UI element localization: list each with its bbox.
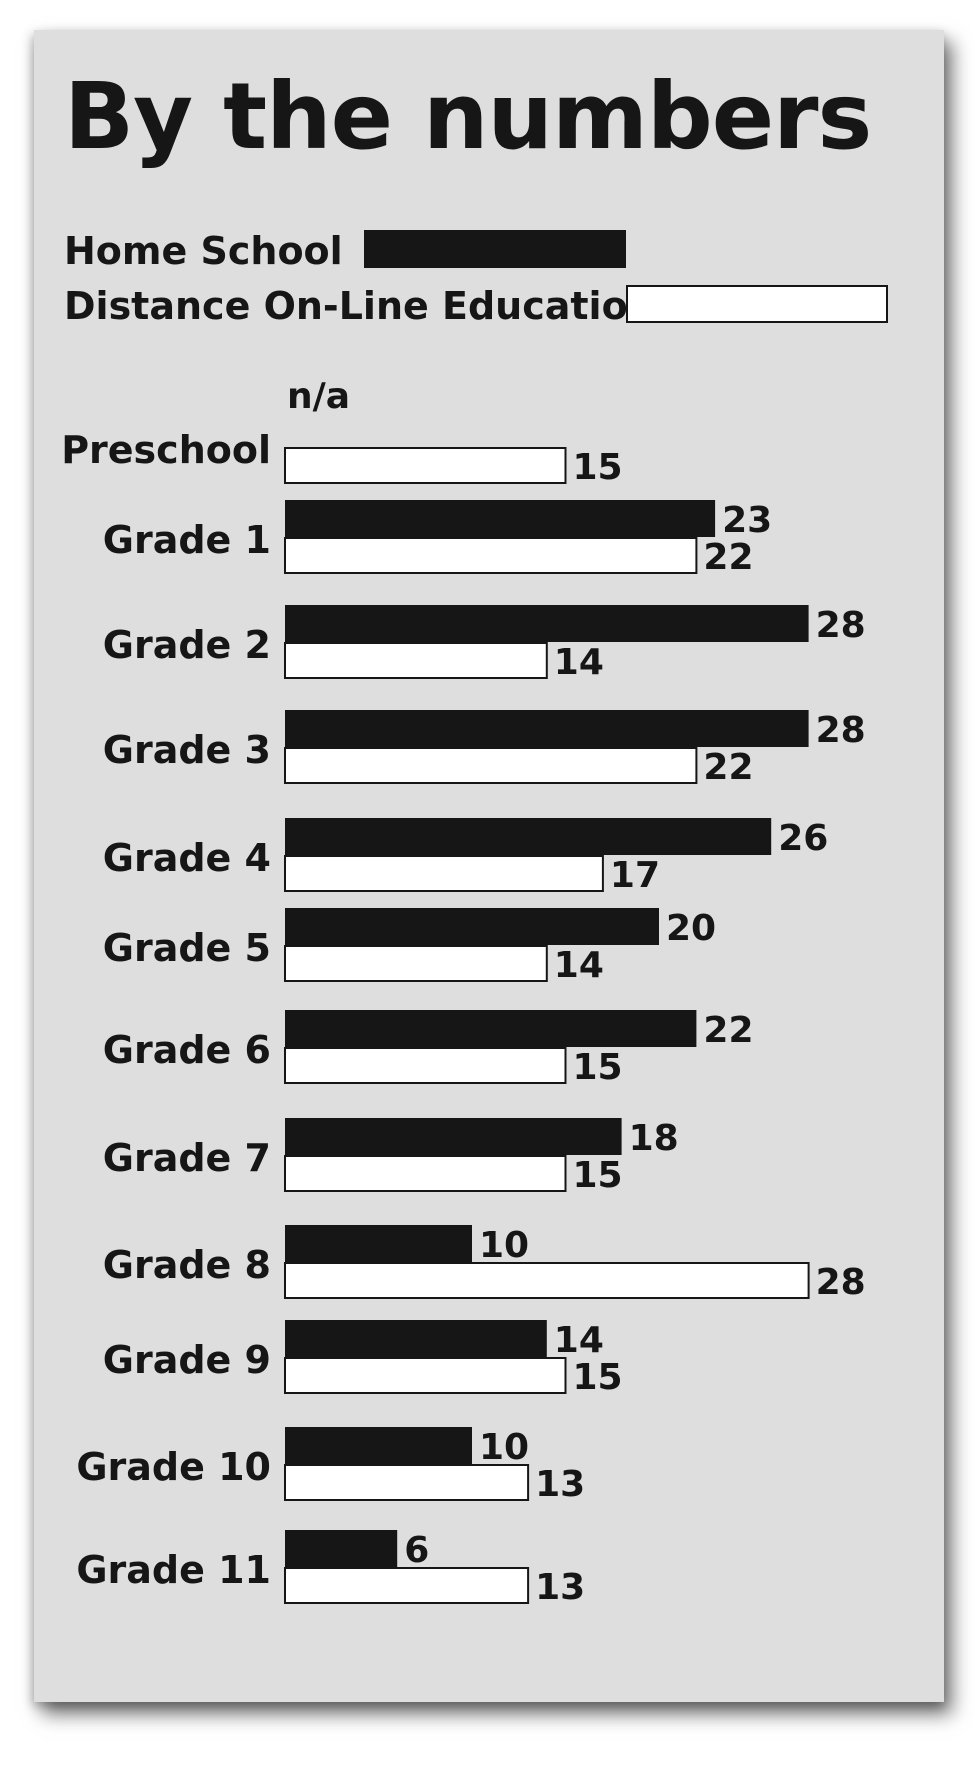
bar-home-school <box>285 908 659 945</box>
value-label-home-school: 6 <box>404 1530 429 1571</box>
value-label-distance-online: 15 <box>573 1357 623 1398</box>
bar-distance-online <box>284 1567 530 1604</box>
value-label-home-school: 28 <box>816 710 866 751</box>
category-label: Grade 6 <box>103 1028 271 1072</box>
category-label: Grade 8 <box>103 1243 271 1287</box>
bar-home-school <box>285 605 809 642</box>
category-label: Grade 9 <box>103 1338 271 1382</box>
legend-label-home-school: Home School <box>64 229 343 273</box>
bar-distance-online <box>284 642 548 679</box>
bar-home-school <box>285 1320 547 1357</box>
value-label-distance-online: 14 <box>554 642 604 683</box>
bar-distance-online <box>284 945 548 982</box>
category-label: Grade 4 <box>103 836 271 880</box>
value-label-home-school: 23 <box>722 500 772 541</box>
bar-home-school <box>285 1427 472 1464</box>
category-label: Grade 1 <box>103 518 271 562</box>
value-label-home-school: n/a <box>287 376 350 417</box>
value-label-home-school: 18 <box>629 1118 679 1159</box>
legend-label-distance-online: Distance On-Line Education <box>64 284 655 328</box>
bar-home-school <box>285 500 716 537</box>
bar-distance-online <box>284 1464 530 1501</box>
chart-title: By the numbers <box>64 63 872 170</box>
value-label-distance-online: 13 <box>535 1567 585 1608</box>
category-label: Grade 3 <box>103 728 271 772</box>
category-label: Preschool <box>61 428 271 472</box>
bar-distance-online <box>284 1262 810 1299</box>
bar-distance-online <box>284 537 698 574</box>
value-label-home-school: 20 <box>666 908 716 949</box>
chart-panel: By the numbers Home School Distance On-L… <box>34 30 944 1702</box>
value-label-home-school: 14 <box>554 1320 604 1361</box>
value-label-home-school: 22 <box>703 1010 753 1051</box>
value-label-home-school: 26 <box>778 818 828 859</box>
bar-home-school <box>285 1118 622 1155</box>
category-label: Grade 11 <box>76 1548 271 1592</box>
category-label: Grade 2 <box>103 623 271 667</box>
value-label-distance-online: 15 <box>573 447 623 488</box>
bar-home-school <box>285 1010 697 1047</box>
legend-swatch-home-school <box>364 230 626 268</box>
legend-swatch-distance-online <box>626 285 888 323</box>
value-label-distance-online: 22 <box>703 747 753 788</box>
value-label-distance-online: 17 <box>610 855 660 896</box>
value-label-home-school: 10 <box>479 1225 529 1266</box>
category-label: Grade 7 <box>103 1136 271 1180</box>
value-label-distance-online: 15 <box>573 1047 623 1088</box>
bar-distance-online <box>284 855 604 892</box>
bar-home-school <box>285 818 772 855</box>
bar-distance-online <box>284 1357 567 1394</box>
value-label-home-school: 28 <box>816 605 866 646</box>
value-label-home-school: 10 <box>479 1427 529 1468</box>
bar-distance-online <box>284 1155 567 1192</box>
bar-distance-online <box>284 747 698 784</box>
value-label-distance-online: 14 <box>554 945 604 986</box>
category-label: Grade 10 <box>76 1445 271 1489</box>
value-label-distance-online: 13 <box>535 1464 585 1505</box>
value-label-distance-online: 28 <box>816 1262 866 1303</box>
value-label-distance-online: 15 <box>573 1155 623 1196</box>
bar-home-school <box>285 1225 472 1262</box>
bar-home-school <box>285 1530 398 1567</box>
category-label: Grade 5 <box>103 926 271 970</box>
value-label-distance-online: 22 <box>703 537 753 578</box>
bar-distance-online <box>284 447 567 484</box>
bar-home-school <box>285 710 809 747</box>
bar-distance-online <box>284 1047 567 1084</box>
